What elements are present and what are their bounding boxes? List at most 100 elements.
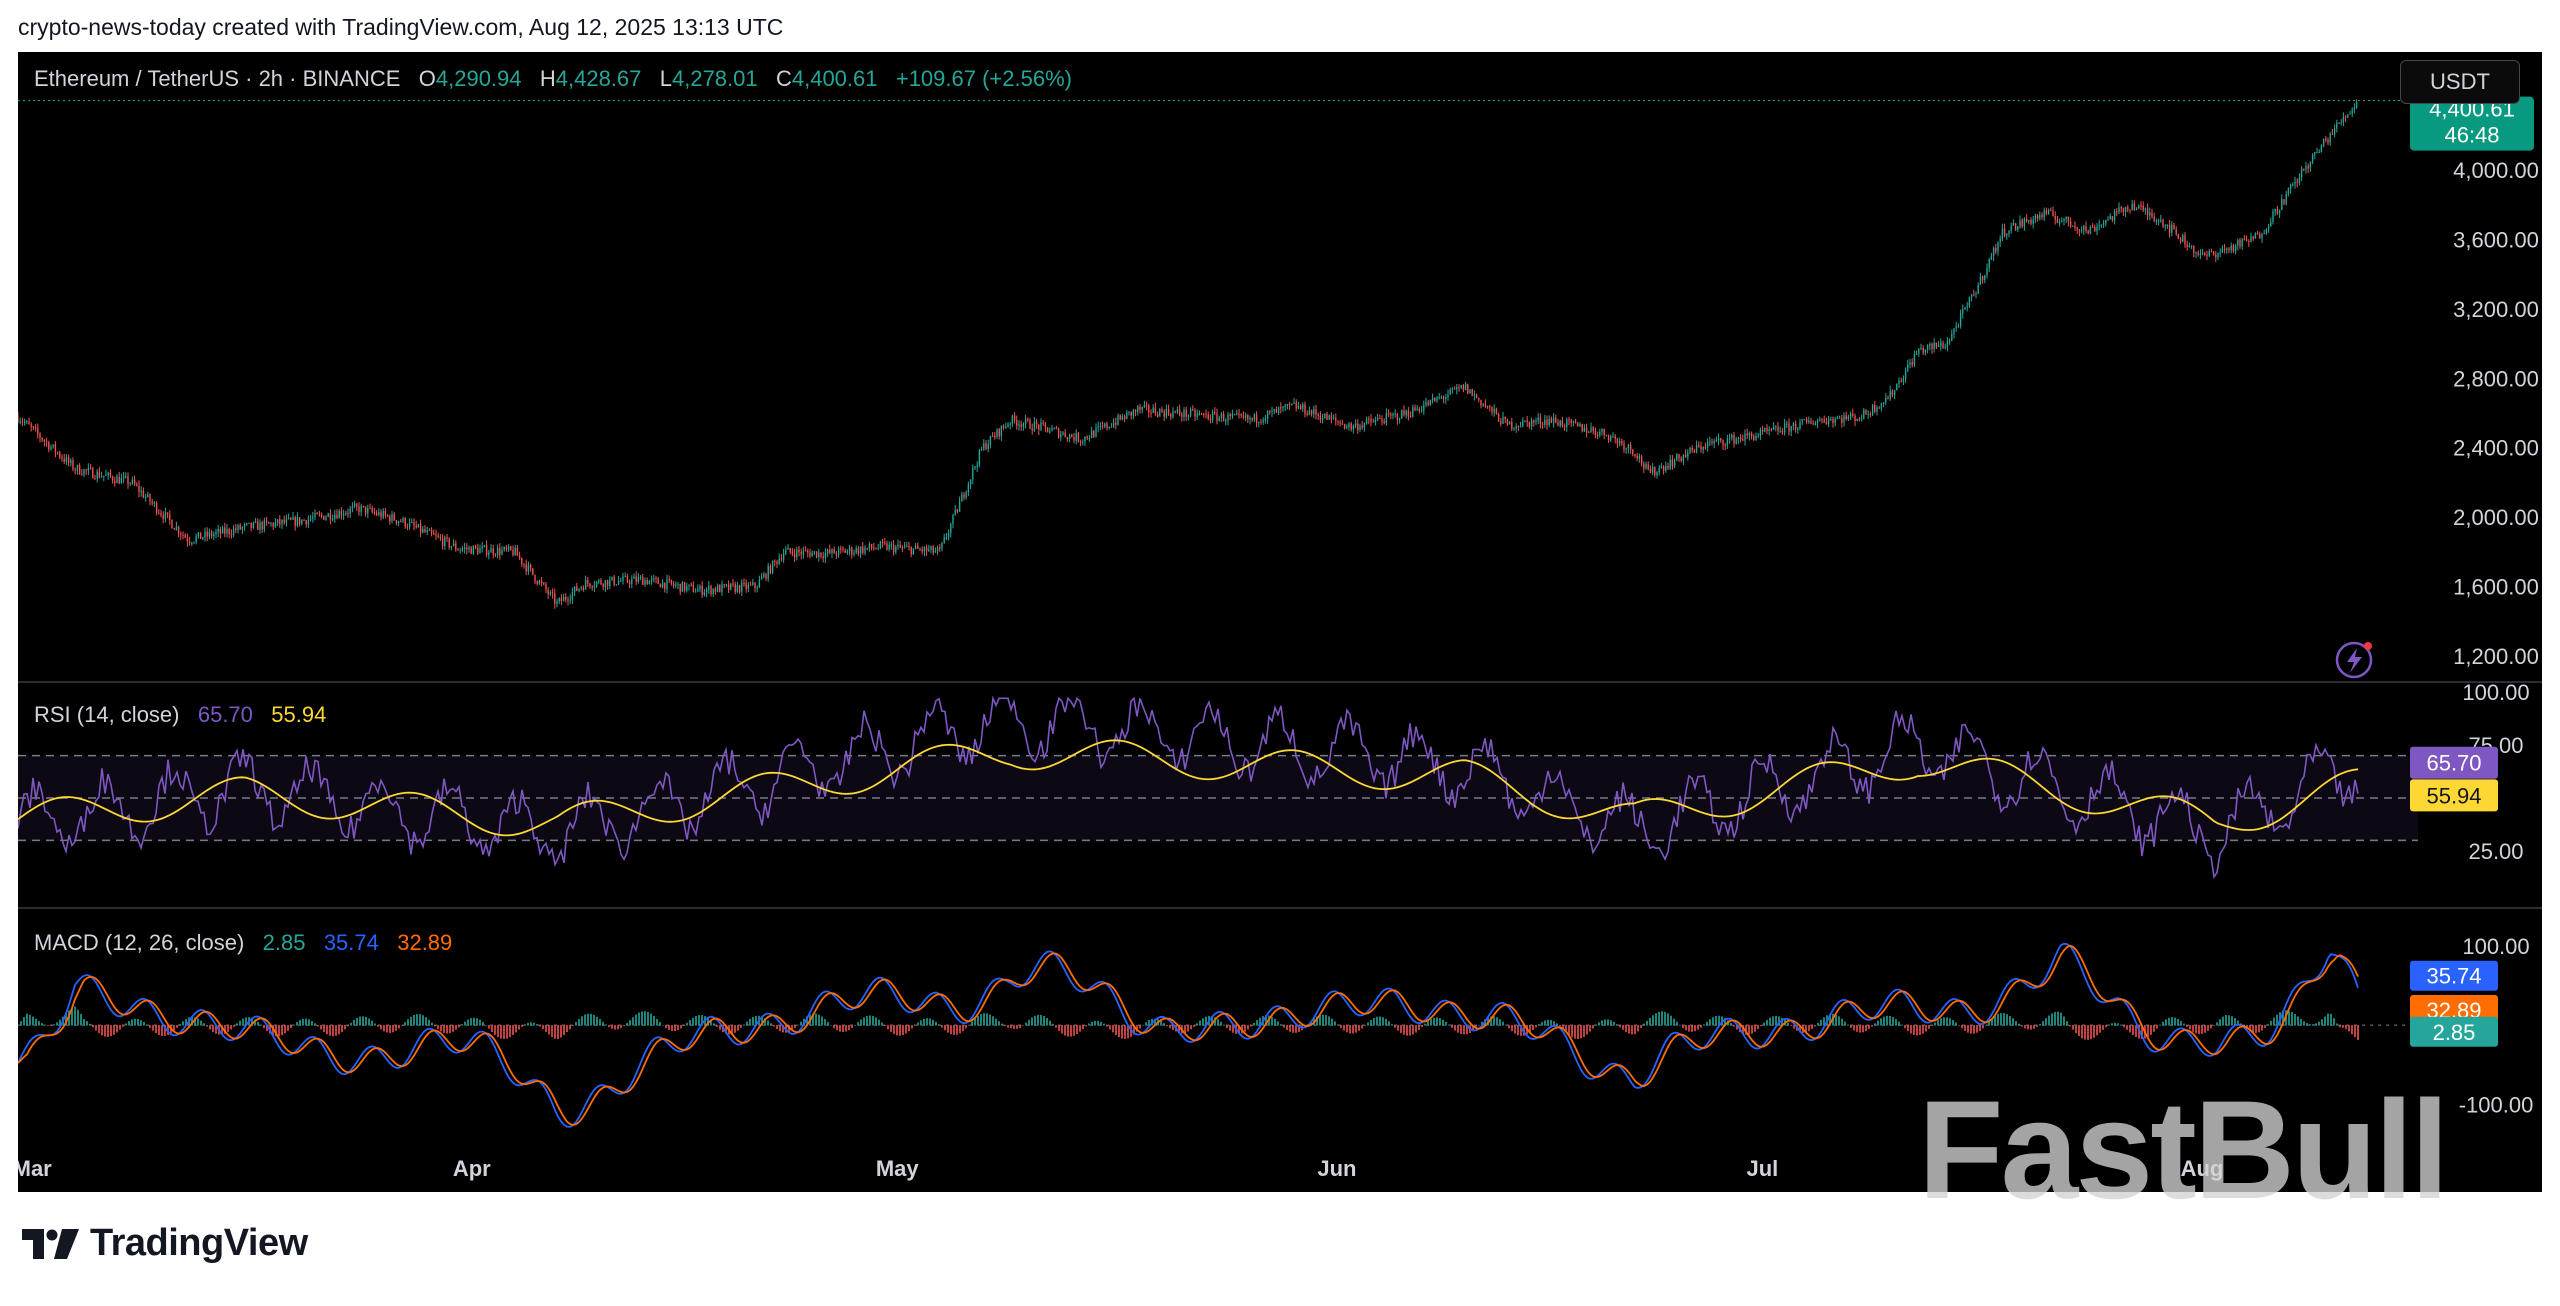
macd-histogram-bar	[326, 1025, 328, 1035]
candle-body	[1788, 423, 1790, 432]
candle-body	[1275, 409, 1278, 413]
candle-body	[1064, 432, 1066, 438]
macd-histogram-bar	[1937, 1020, 1939, 1026]
candle-body	[1755, 436, 1757, 440]
macd-histogram-bar	[635, 1014, 637, 1026]
candle-body	[1834, 418, 1836, 424]
macd-histogram-bar	[1406, 1025, 1408, 1036]
candle-body	[1170, 414, 1172, 417]
candle-body	[318, 514, 321, 516]
macd-histogram-bar	[1061, 1025, 1063, 1034]
candle-body	[1964, 307, 1966, 310]
macd-histogram-bar	[1421, 1025, 1423, 1028]
macd-histogram-bar	[1109, 1025, 1111, 1030]
macd-histogram-bar	[1643, 1023, 1645, 1026]
macd-histogram-bar	[1775, 1015, 1777, 1026]
macd-histogram-bar	[1316, 1016, 1318, 1026]
macd-histogram-bar	[743, 1024, 745, 1026]
macd-histogram-bar	[110, 1025, 112, 1037]
macd-histogram-bar	[887, 1025, 889, 1030]
candle-body	[582, 587, 585, 590]
candle-body	[1805, 419, 1808, 423]
candle-body	[1049, 431, 1051, 433]
price-chart[interactable]: 4,000.003,600.003,200.002,800.002,400.00…	[18, 52, 2542, 1192]
macd-histogram-bar	[755, 1015, 757, 1026]
macd-histogram-bar	[1364, 1025, 1366, 1026]
candle-body	[2285, 194, 2287, 204]
candle-body	[2168, 224, 2171, 233]
macd-histogram-bar	[731, 1025, 733, 1035]
candle-body	[1018, 424, 1020, 426]
macd-histogram-bar	[1439, 1018, 1441, 1026]
macd-histogram-bar	[161, 1025, 163, 1036]
candle-body	[721, 584, 723, 593]
candle-body	[1398, 418, 1401, 421]
candle-body	[719, 585, 721, 593]
candle-body	[1460, 385, 1462, 388]
candle-body	[831, 549, 833, 554]
macd-histogram-bar	[179, 1024, 181, 1026]
candle-body	[1885, 397, 1887, 403]
candle-body	[631, 578, 633, 585]
price-axis-tick: 3,200.00	[2453, 297, 2539, 322]
candle-body	[411, 522, 413, 524]
candle-body	[1918, 349, 1920, 354]
candle-body	[1462, 385, 1465, 390]
macd-histogram-bar	[479, 1019, 481, 1026]
candle-body	[626, 576, 629, 582]
candle-body	[105, 474, 107, 476]
candle-body	[554, 593, 556, 605]
macd-histogram-bar	[1673, 1018, 1675, 1026]
macd-histogram-bar	[1142, 1024, 1144, 1026]
macd-histogram-bar	[290, 1025, 292, 1028]
candle-body	[1407, 410, 1410, 417]
macd-histogram-bar	[848, 1025, 850, 1031]
chart-panel[interactable]: 4,000.00 3,600.00 3,200.00 2,800.00 2,400.00…	[18, 52, 2542, 1192]
macd-histogram-bar	[2114, 1022, 2116, 1026]
candle-body	[2003, 228, 2006, 236]
candle-body	[265, 520, 268, 523]
currency-selector[interactable]: USDT	[2400, 60, 2520, 104]
candle-body	[1088, 438, 1091, 440]
macd-histogram-bar	[2210, 1025, 2212, 1029]
macd-histogram-bar	[2291, 1012, 2293, 1026]
candle-body	[2204, 252, 2206, 255]
candle-body	[107, 472, 109, 475]
candle-body	[2322, 138, 2325, 146]
macd-histogram-bar	[1052, 1023, 1054, 1026]
candle-body	[2234, 245, 2237, 252]
candle-body	[1931, 344, 1933, 349]
macd-histogram-bar	[830, 1024, 832, 1026]
candle-body	[1427, 402, 1429, 406]
macd-histogram-bar	[119, 1025, 121, 1030]
macd-histogram-bar	[419, 1014, 421, 1026]
tradingview-logo[interactable]: TradingView	[22, 1222, 308, 1265]
candle-body	[2133, 203, 2136, 211]
candle-body	[811, 552, 813, 557]
candle-body	[672, 583, 675, 586]
time-axis-tick: Aug	[2181, 1156, 2224, 1181]
macd-histogram-bar	[1457, 1025, 1459, 1033]
symbol-name[interactable]: Ethereum / TetherUS · 2h · BINANCE	[34, 66, 401, 91]
candle-body	[1123, 416, 1126, 420]
candle-body	[2151, 212, 2153, 217]
candle-body	[536, 581, 538, 584]
candle-body	[763, 573, 765, 578]
candle-body	[305, 520, 307, 525]
candle-body	[657, 578, 659, 584]
candle-body	[2146, 208, 2149, 216]
candle-body	[864, 547, 866, 553]
candle-body	[796, 549, 798, 558]
macd-histogram-bar	[2183, 1023, 2185, 1026]
macd-histogram-bar	[1892, 1017, 1894, 1026]
rsi-title[interactable]: RSI (14, close)	[34, 702, 180, 727]
candle-body	[936, 547, 939, 552]
candle-body	[1482, 404, 1484, 406]
macd-histogram-bar	[599, 1019, 601, 1026]
macd-histogram-bar	[2057, 1011, 2059, 1026]
candle-body	[1229, 414, 1231, 417]
macd-title[interactable]: MACD (12, 26, close)	[34, 930, 245, 955]
candle-body	[1539, 417, 1542, 425]
macd-histogram-bar	[509, 1025, 511, 1038]
candle-body	[2096, 226, 2098, 232]
